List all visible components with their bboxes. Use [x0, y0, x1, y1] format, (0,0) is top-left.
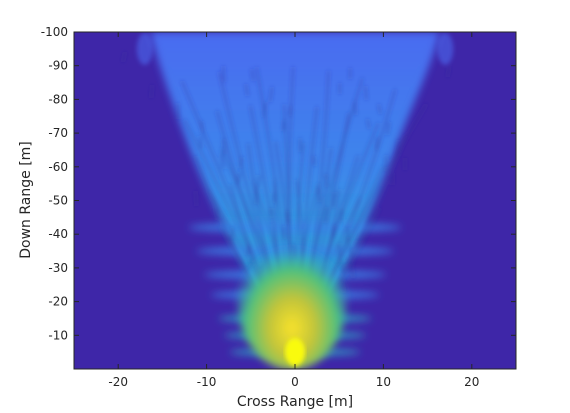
- x-tick-label: -20: [108, 375, 128, 389]
- speckle-mark: [286, 210, 289, 225]
- speckle-mark: [354, 100, 357, 116]
- y-tick-label: -40: [48, 227, 68, 241]
- speckle-mark: [222, 65, 225, 83]
- peak-region: [285, 338, 305, 366]
- speckle-mark: [247, 244, 250, 256]
- x-axis: -20 -10 0 10 20: [108, 32, 479, 389]
- speckle-mark: [282, 119, 285, 132]
- speckle-mark: [366, 118, 370, 130]
- y-tick-label: -50: [48, 194, 68, 208]
- y-axis: -100 -90 -80 -70 -60 -50 -40 -30 -20 -10: [41, 25, 516, 342]
- speckle-mark: [289, 104, 292, 117]
- speckle-mark: [194, 190, 198, 207]
- speckle-mark: [340, 260, 344, 273]
- speckle-mark: [313, 155, 316, 167]
- speckle-mark: [150, 84, 153, 99]
- speckle-mark: [220, 153, 224, 170]
- speckle-mark: [317, 188, 321, 203]
- speckle-mark: [257, 174, 260, 190]
- y-tick-label: -100: [41, 25, 68, 39]
- speckle-mark: [324, 173, 329, 188]
- speckle-mark: [446, 66, 451, 78]
- speckle-mark: [237, 171, 241, 184]
- speckle-mark: [332, 191, 336, 209]
- speckle-mark: [269, 86, 273, 103]
- speckle-mark: [350, 263, 354, 279]
- edge-lobe-right: [437, 32, 454, 65]
- speckle-mark: [239, 156, 243, 169]
- speckle-mark: [245, 83, 249, 97]
- speckle-mark: [349, 245, 353, 258]
- speckle-mark: [122, 51, 126, 63]
- y-tick-label: -30: [48, 261, 68, 275]
- y-tick-label: -70: [48, 126, 68, 140]
- speckle-mark: [263, 101, 267, 118]
- edge-lobe-left: [136, 32, 153, 65]
- speckle-mark: [324, 206, 329, 224]
- speckle-mark: [386, 121, 391, 136]
- y-tick-label: -90: [48, 59, 68, 73]
- x-tick-label: -10: [197, 375, 217, 389]
- heatmap-layer: [122, 32, 454, 369]
- y-tick-label: -10: [48, 328, 68, 342]
- speckle-mark: [230, 226, 234, 242]
- x-axis-title: Cross Range [m]: [237, 394, 353, 410]
- speckle-mark: [250, 68, 255, 82]
- speckle-mark: [222, 138, 226, 155]
- beam-cone: [150, 32, 440, 366]
- speckle-mark: [340, 209, 343, 223]
- y-axis-title: Down Range [m]: [18, 141, 34, 259]
- speckle-mark: [396, 139, 399, 157]
- speckle-mark: [364, 85, 368, 101]
- speckle-mark: [200, 120, 204, 134]
- speckle-mark: [254, 189, 258, 205]
- x-tick-label: 10: [376, 375, 391, 389]
- speckle-mark: [332, 224, 335, 238]
- speckle-mark: [377, 103, 382, 115]
- y-tick-label: -80: [48, 92, 68, 106]
- speckle-mark: [199, 135, 202, 149]
- speckle-mark: [384, 154, 387, 172]
- speckle-mark: [214, 208, 219, 221]
- y-tick-label: -20: [48, 295, 68, 309]
- x-tick-label: 0: [291, 375, 299, 389]
- speckle-mark: [375, 136, 379, 151]
- y-tick-label: -60: [48, 160, 68, 174]
- x-tick-label: 20: [464, 375, 479, 389]
- hot-region: [237, 230, 347, 369]
